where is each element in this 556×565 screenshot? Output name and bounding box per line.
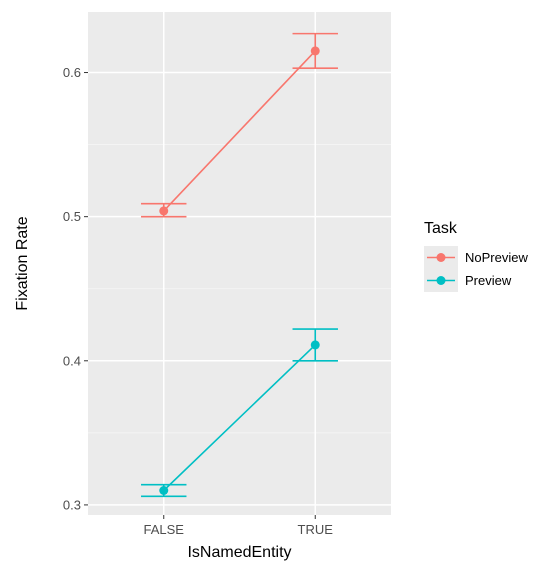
legend-item-preview: Preview — [424, 269, 512, 292]
gridlines — [88, 12, 391, 515]
legend: Task NoPreview Preview — [424, 220, 528, 292]
x-axis-title: IsNamedEntity — [187, 544, 291, 561]
legend-key-point — [436, 253, 446, 262]
y-tick-label: 0.3 — [63, 497, 81, 512]
legend-key-point — [436, 276, 446, 285]
series-nopreview — [141, 32, 338, 218]
legend-label: NoPreview — [465, 250, 528, 265]
data-point — [310, 340, 320, 350]
legend-item-nopreview: NoPreview — [424, 246, 528, 269]
data-point — [310, 46, 320, 56]
legend-label: Preview — [465, 273, 512, 288]
series-line — [163, 50, 316, 212]
series-preview — [141, 328, 338, 498]
x-tick-label: TRUE — [298, 522, 334, 537]
data-point — [159, 485, 169, 495]
x-axis: FALSE TRUE — [144, 515, 334, 537]
series-line — [163, 344, 316, 492]
data-point — [159, 206, 169, 216]
y-tick-label: 0.6 — [63, 65, 81, 80]
y-axis-title: Fixation Rate — [14, 216, 31, 310]
y-tick-label: 0.4 — [63, 353, 81, 368]
panel-background — [88, 12, 391, 515]
legend-keys: NoPreview Preview — [424, 246, 528, 292]
series-layer — [141, 32, 338, 498]
y-axis: 0.3 0.4 0.5 0.6 — [63, 65, 88, 512]
x-tick-label: FALSE — [144, 522, 185, 537]
y-tick-label: 0.5 — [63, 209, 81, 224]
legend-title: Task — [424, 220, 458, 237]
